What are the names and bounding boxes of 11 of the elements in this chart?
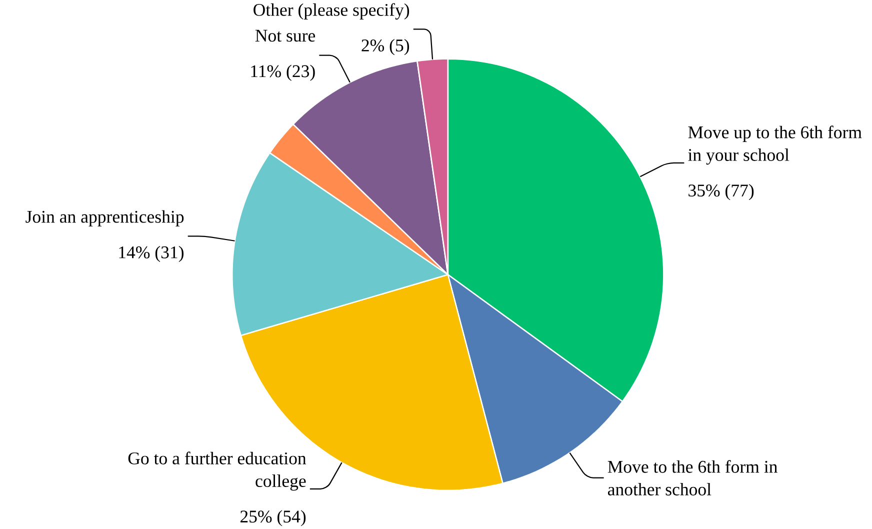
slice-label: Go to a further education college [128, 451, 306, 490]
slice-label: Not sure [255, 30, 316, 42]
data-label: 11% (23) [251, 64, 315, 81]
data-label: 25% (54) [240, 510, 306, 526]
slice-label: Move up to the 6th form in your school [688, 125, 862, 164]
data-label: 35% (77) [688, 184, 754, 200]
data-label: 14% (31) [119, 246, 184, 262]
data-label: 2% (5) [362, 38, 410, 55]
slice-label: Other (please specify) [254, 3, 410, 20]
slice-label: Move to the 6th form in another school [608, 460, 778, 496]
slice-label: Join an apprenticeship [26, 210, 184, 226]
